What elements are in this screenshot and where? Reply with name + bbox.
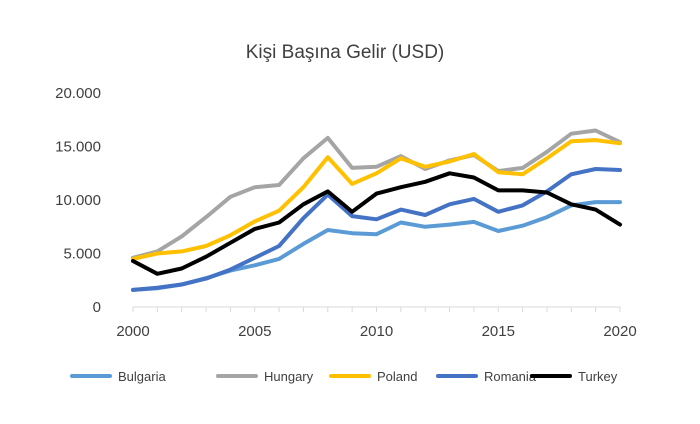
- legend-item-romania[interactable]: Romania: [436, 369, 537, 384]
- y-tick-label: 0: [93, 299, 101, 316]
- y-tick-label: 20.000: [55, 85, 101, 102]
- legend-label-bulgaria: Bulgaria: [118, 369, 166, 384]
- series-line-poland: [131, 138, 622, 261]
- legend-label-romania: Romania: [484, 369, 537, 384]
- legend-item-hungary[interactable]: Hungary: [216, 369, 314, 384]
- legend-item-turkey[interactable]: Turkey: [530, 369, 618, 384]
- x-tick-label: 2010: [360, 323, 393, 340]
- y-tick-label: 5.000: [63, 246, 101, 263]
- legend-item-poland[interactable]: Poland: [329, 369, 417, 384]
- plot-area: [131, 128, 622, 292]
- legend[interactable]: Bulgaria Hungary Poland Romania Turkey: [70, 369, 618, 384]
- series-line-romania: [131, 167, 622, 292]
- series-line-turkey: [131, 171, 622, 276]
- legend-label-turkey: Turkey: [578, 369, 618, 384]
- x-tick-label: 2005: [238, 323, 271, 340]
- chart-title: Kişi Başına Gelir (USD): [246, 42, 445, 63]
- legend-item-bulgaria[interactable]: Bulgaria: [70, 369, 166, 384]
- x-axis: 2000 2005 2010 2015 2020: [116, 306, 637, 340]
- legend-label-hungary: Hungary: [264, 369, 314, 384]
- x-tick-label: 2015: [482, 323, 515, 340]
- y-axis: 0 5.000 10.000 15.000 20.000: [55, 85, 101, 316]
- x-tick-label: 2020: [603, 323, 636, 340]
- legend-label-poland: Poland: [377, 369, 417, 384]
- y-tick-label: 10.000: [55, 192, 101, 209]
- y-tick-label: 15.000: [55, 139, 101, 156]
- series-line-hungary: [131, 128, 622, 260]
- x-tick-label: 2000: [116, 323, 149, 340]
